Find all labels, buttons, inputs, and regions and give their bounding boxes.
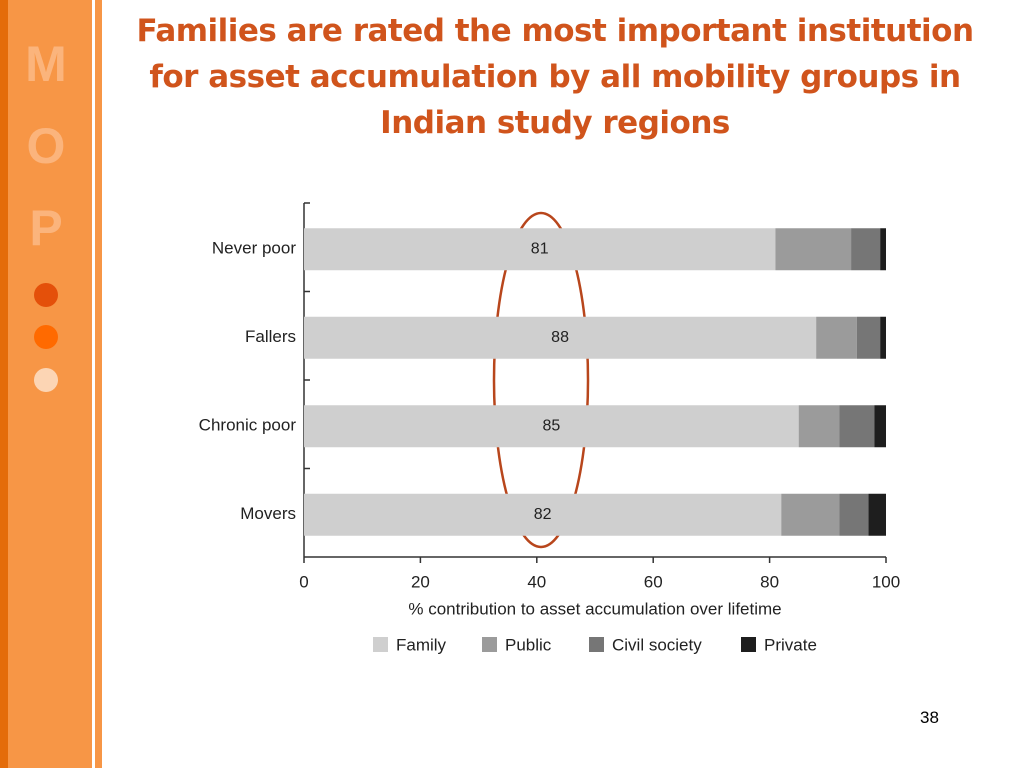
bar-segment: [880, 228, 886, 271]
x-tick-label: 0: [299, 572, 308, 591]
legend-label: Private: [764, 635, 817, 654]
bar-segment: [874, 405, 886, 448]
sidebar-letter: M: [25, 36, 67, 92]
slide-title: Families are rated the most important in…: [136, 13, 974, 141]
legend-swatch: [482, 637, 497, 652]
bar-segment: [798, 405, 840, 448]
bar-segment: [775, 228, 852, 271]
dot: [34, 283, 58, 307]
category-label: Never poor: [212, 239, 296, 258]
x-axis-label: % contribution to asset accumulation ove…: [408, 599, 781, 618]
bar-segment: [856, 316, 881, 359]
sidebar-edge: [0, 0, 8, 768]
dot: [34, 325, 58, 349]
sidebar: MOP: [0, 0, 102, 768]
legend-swatch: [741, 637, 756, 652]
legend-swatch: [373, 637, 388, 652]
dot: [34, 368, 58, 392]
data-label: 88: [551, 329, 569, 346]
slide-number: 38: [920, 708, 939, 727]
bar-segment: [304, 316, 817, 359]
category-label: Movers: [240, 504, 296, 523]
sidebar-letter: P: [29, 200, 62, 256]
category-label: Fallers: [245, 327, 296, 346]
bar-segment: [839, 493, 869, 536]
legend-swatch: [589, 637, 604, 652]
legend-label: Family: [396, 635, 447, 654]
sidebar-strip: [95, 0, 102, 768]
bar-segment: [304, 493, 782, 536]
bar-segment: [781, 493, 840, 536]
bar-segment: [868, 493, 886, 536]
sidebar-letter: O: [27, 118, 66, 174]
x-tick-label: 100: [872, 572, 900, 591]
x-tick-label: 80: [760, 572, 779, 591]
highlight-ellipse: [492, 211, 590, 549]
data-label: 82: [534, 506, 552, 523]
legend-label: Civil society: [612, 635, 702, 654]
data-label: 85: [542, 417, 560, 434]
category-label: Chronic poor: [199, 416, 297, 435]
x-tick-label: 20: [411, 572, 430, 591]
x-tick-label: 60: [644, 572, 663, 591]
bar-segment: [816, 316, 857, 359]
x-tick-label: 40: [527, 572, 546, 591]
bar-segment: [880, 316, 886, 359]
bar-segment: [851, 228, 881, 271]
bar-segment: [839, 405, 875, 448]
legend-label: Public: [505, 635, 552, 654]
data-label: 81: [531, 240, 549, 257]
bar-segment: [304, 228, 776, 271]
bar-segment: [304, 405, 799, 448]
